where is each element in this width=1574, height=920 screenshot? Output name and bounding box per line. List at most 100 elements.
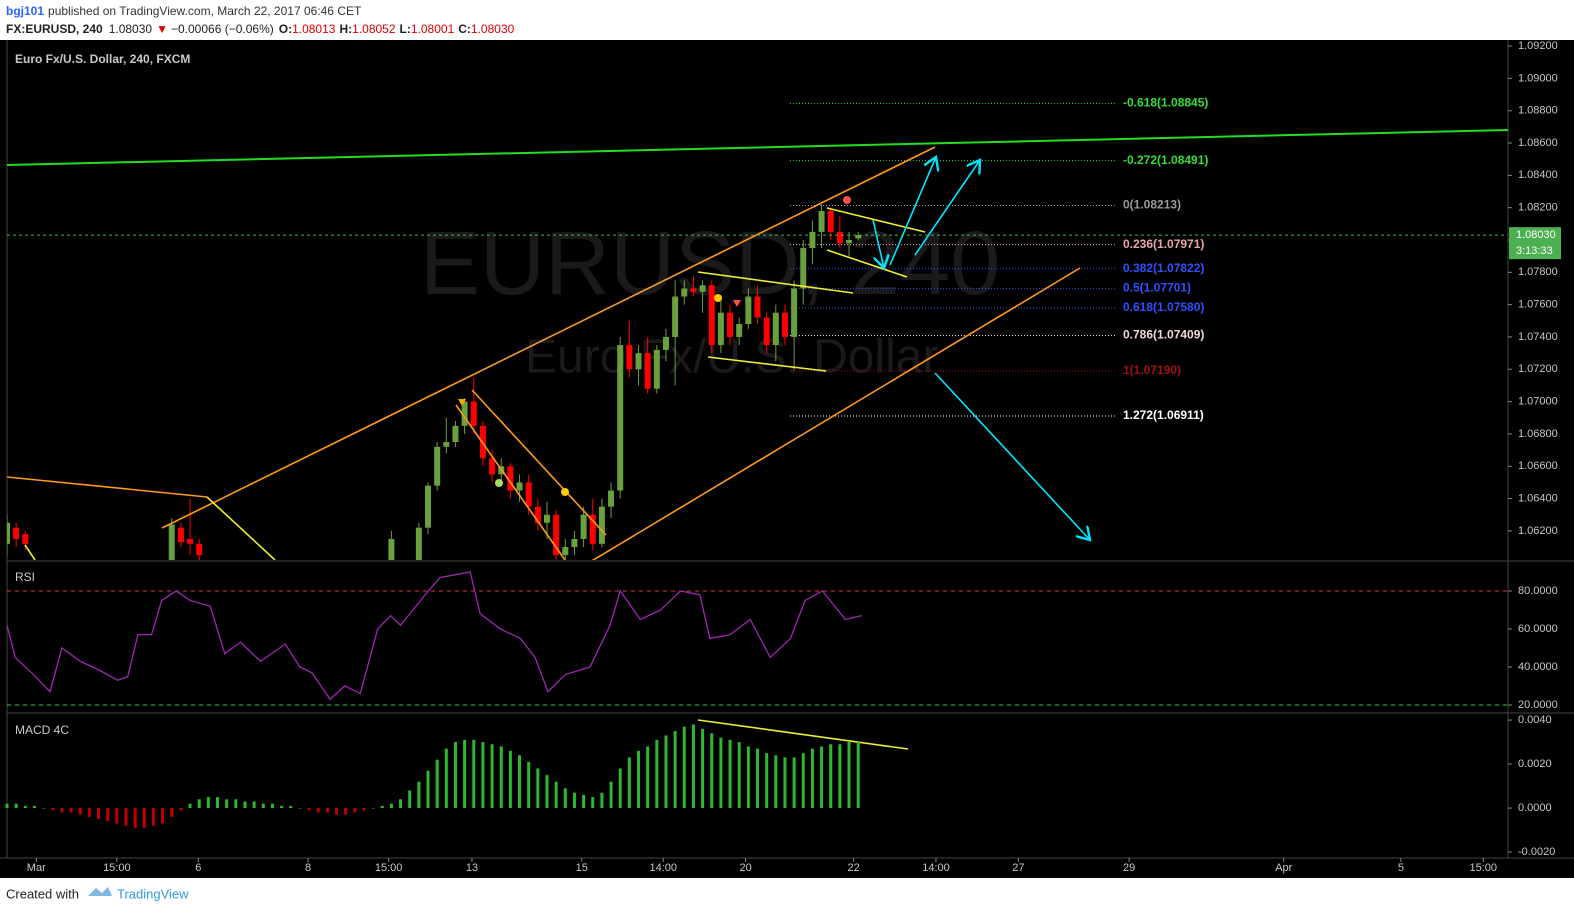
macd-bar: [151, 808, 155, 826]
candle-body: [791, 288, 798, 337]
last: 1.08030: [109, 22, 153, 36]
candle-body: [543, 514, 550, 523]
macd-bar: [499, 746, 503, 809]
candle-body: [699, 285, 706, 292]
y-tick-label: 1.07000: [1518, 396, 1558, 408]
panel-frames: [0, 40, 1574, 859]
candle-body: [690, 288, 697, 292]
x-tick-label: 27: [1012, 862, 1024, 874]
macd-bar: [124, 808, 128, 826]
candle-body: [489, 458, 496, 475]
chart-bg: [0, 40, 1574, 878]
symbol: FX:EURUSD, 240: [6, 22, 103, 36]
y-tick-label: 1.08600: [1518, 137, 1558, 149]
rsi-tick-label: 80.0000: [1518, 585, 1558, 597]
fib-label: 1(1.07190): [1123, 363, 1181, 377]
fib-label: 0.236(1.07971): [1123, 237, 1204, 251]
candle-body: [461, 401, 468, 426]
candle-body: [168, 524, 175, 560]
candle-body: [525, 482, 532, 507]
candle-body: [7, 522, 10, 544]
macd-bar: [78, 808, 82, 815]
candle-body: [13, 527, 20, 539]
y-tick-label: 1.07200: [1518, 363, 1558, 375]
macd-bar: [307, 808, 311, 811]
x-tick-label: 8: [305, 862, 311, 874]
macd-bar: [719, 737, 723, 809]
rsi-tick-label: 20.0000: [1518, 699, 1558, 711]
macd-tick-label: 0.0020: [1518, 758, 1552, 770]
candle-body: [562, 547, 569, 556]
macd-bar: [737, 742, 741, 809]
macd-bar: [280, 805, 284, 809]
o: 1.08013: [292, 22, 336, 36]
macd-bar: [261, 803, 265, 809]
macd-bar: [774, 755, 778, 809]
countdown: 3:13:33: [1516, 245, 1553, 257]
candle-body: [754, 296, 761, 318]
candle-body: [507, 466, 514, 491]
last-price-label: 1.08030: [1516, 229, 1556, 241]
quote: FX:EURUSD, 240 1.08030 ▼ −0.00066 (−0.06%) O…: [6, 22, 515, 36]
macd-bar: [728, 739, 732, 809]
candle-body: [388, 538, 395, 560]
x-tick-label: Mar: [27, 862, 46, 874]
candle-body: [681, 288, 688, 297]
macd-bar: [838, 744, 842, 809]
candle-body: [626, 345, 633, 370]
candle-body: [836, 231, 843, 244]
candle-body: [452, 425, 459, 443]
macd-bar: [435, 759, 439, 809]
macd-bar: [481, 742, 485, 809]
watermark-sub: Euro Fx/U.S. Dollar: [525, 331, 938, 384]
macd-bar: [820, 746, 824, 809]
fib-label: 0.382(1.07822): [1123, 261, 1204, 275]
macd-tick-label: -0.0020: [1518, 846, 1555, 858]
macd-bar: [417, 781, 421, 809]
l: 1.08001: [411, 22, 455, 36]
x-tick-label: 20: [739, 862, 751, 874]
macd-bar: [682, 726, 686, 809]
x-tick-label: 15:00: [103, 862, 131, 874]
c: 1.08030: [471, 22, 515, 36]
macd-bar: [591, 797, 595, 809]
macd-bar: [5, 803, 9, 809]
macd-bar: [646, 746, 650, 809]
o-label: O:: [279, 22, 292, 36]
macd-bar: [582, 794, 586, 809]
macd-tick-label: 0.0040: [1518, 714, 1552, 726]
macd-bar: [637, 750, 641, 809]
header: bgj101 published on TradingView.com, Marc…: [6, 4, 362, 18]
macd-bar: [792, 757, 796, 809]
candle-body: [708, 285, 715, 346]
candle-body: [662, 336, 669, 350]
user[interactable]: bgj101: [6, 4, 44, 18]
y-tick-label: 1.09000: [1518, 72, 1558, 84]
macd-bar: [527, 761, 531, 809]
macd-bar: [225, 799, 229, 809]
y-tick-label: 1.08800: [1518, 105, 1558, 117]
drawings: [7, 129, 1508, 560]
footer-brand[interactable]: TradingView: [117, 886, 189, 901]
rsi-tick-label: 60.0000: [1518, 623, 1558, 635]
candle-body: [827, 210, 834, 232]
macd-bar: [87, 808, 91, 817]
candle-body: [672, 296, 679, 337]
candle-body: [809, 231, 816, 249]
macd-bar: [472, 739, 476, 809]
candle-body: [818, 210, 825, 232]
macd-bar: [664, 735, 668, 809]
x-tick-label: 14:00: [649, 862, 677, 874]
y-tick-label: 1.07800: [1518, 266, 1558, 278]
candle-body: [608, 490, 615, 507]
x-tick-label: 6: [195, 862, 201, 874]
candle-body: [653, 349, 660, 389]
candle-body: [589, 514, 596, 544]
macd-bar: [51, 808, 55, 811]
y-tick-label: 1.06400: [1518, 492, 1558, 504]
macd-bar: [453, 742, 457, 809]
macd-bar: [179, 808, 183, 811]
candle-body: [580, 514, 587, 539]
macd-bar: [206, 797, 210, 809]
last-price-box: [1509, 227, 1561, 260]
